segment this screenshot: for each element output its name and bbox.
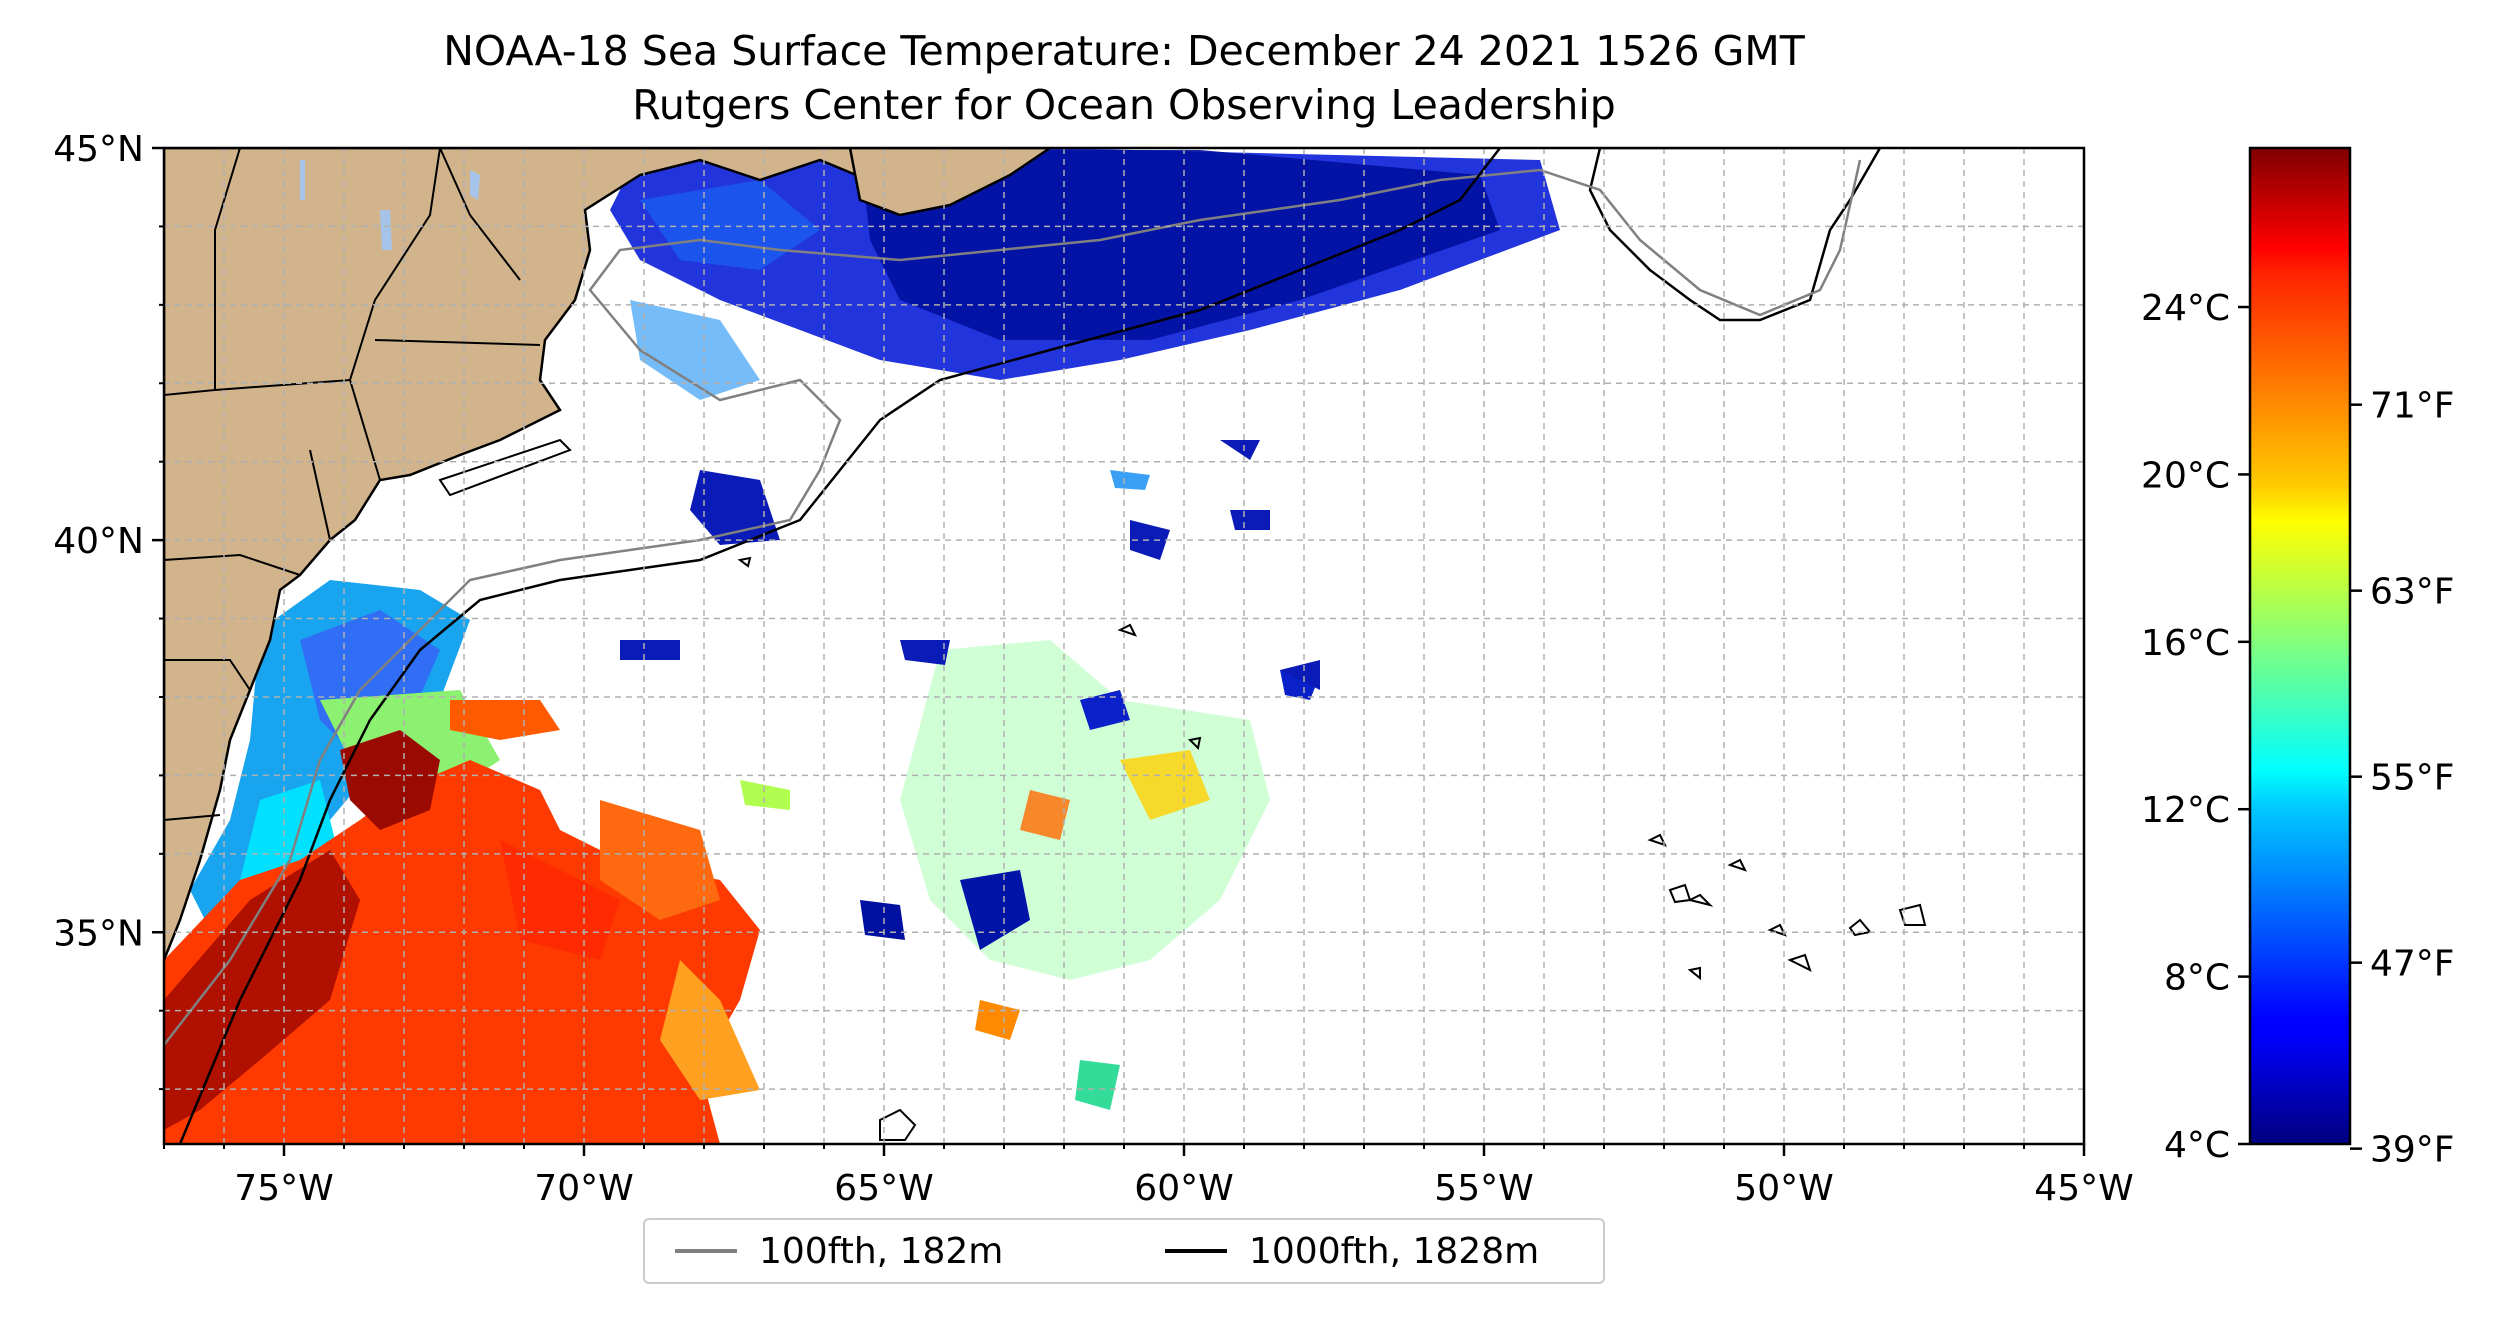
x-tick-label: 45°W xyxy=(2034,1168,2133,1209)
lakes xyxy=(300,160,480,250)
x-tick-label: 60°W xyxy=(1134,1168,1233,1209)
colorbar-celsius-label: 24°C xyxy=(2141,288,2230,329)
colorbar-fahrenheit-label: 39°F xyxy=(2370,1130,2455,1171)
x-tick-label: 65°W xyxy=(834,1168,933,1209)
legend-label-1000fth: 1000fth, 1828m xyxy=(1249,1230,1540,1272)
sst-data-layer xyxy=(164,148,1560,1144)
x-tick-label: 70°W xyxy=(534,1168,633,1209)
colorbar-fahrenheit-label: 63°F xyxy=(2370,572,2455,613)
map-gridlines xyxy=(164,148,2084,1144)
x-tick-label: 55°W xyxy=(1434,1168,1533,1209)
map-title: NOAA-18 Sea Surface Temperature: Decembe… xyxy=(443,27,1805,75)
nova-scotia-land xyxy=(848,148,1053,217)
map-axes: 75°W 70°W 65°W 60°W 55°W 50°W 45°W 45°N 40°N 35°N xyxy=(53,129,2133,1209)
legend-label-100fth: 100fth, 182m xyxy=(759,1230,1004,1272)
colorbar-celsius-label: 20°C xyxy=(2141,455,2230,496)
north-america-land xyxy=(164,148,1051,961)
colorbar-axes: 4°C 8°C 12°C 16°C 20°C 24°C 39°F 47°F 55°F 63°F 71… xyxy=(2141,288,2454,1171)
long-island xyxy=(438,438,572,497)
colorbar-celsius-label: 16°C xyxy=(2141,623,2230,664)
y-tick-label: 35°N xyxy=(53,913,144,954)
land-layer xyxy=(164,148,1882,961)
colorbar-celsius-label: 12°C xyxy=(2141,790,2230,831)
colorbar-fahrenheit-label: 71°F xyxy=(2370,386,2455,427)
bathymetry-contours xyxy=(164,148,1927,1144)
colorbar-celsius-label: 4°C xyxy=(2164,1125,2230,1166)
contour-1000fth xyxy=(178,148,1501,1144)
x-tick-label: 50°W xyxy=(1734,1168,1833,1209)
colorbar xyxy=(2248,146,2352,1146)
contour-legend: 100fth, 182m 1000fth, 1828m xyxy=(643,1218,1605,1284)
colorbar-celsius-label: 8°C xyxy=(2164,958,2230,999)
y-tick-label: 45°N xyxy=(53,129,144,170)
state-borders xyxy=(164,148,541,821)
legend-item-100fth: 100fth, 182m xyxy=(675,1220,1003,1282)
legend-line-gray xyxy=(675,1249,737,1253)
legend-item-1000fth: 1000fth, 1828m xyxy=(1165,1220,1539,1282)
y-tick-label: 40°N xyxy=(53,521,144,562)
legend-line-black xyxy=(1165,1249,1227,1253)
colorbar-fahrenheit-label: 55°F xyxy=(2370,758,2455,799)
x-tick-label: 75°W xyxy=(234,1168,333,1209)
newfoundland-land xyxy=(1588,148,1882,322)
contour-100fth xyxy=(164,159,1862,1046)
map-subtitle: Rutgers Center for Ocean Observing Leade… xyxy=(632,81,1616,129)
colorbar-fahrenheit-label: 47°F xyxy=(2370,944,2455,985)
